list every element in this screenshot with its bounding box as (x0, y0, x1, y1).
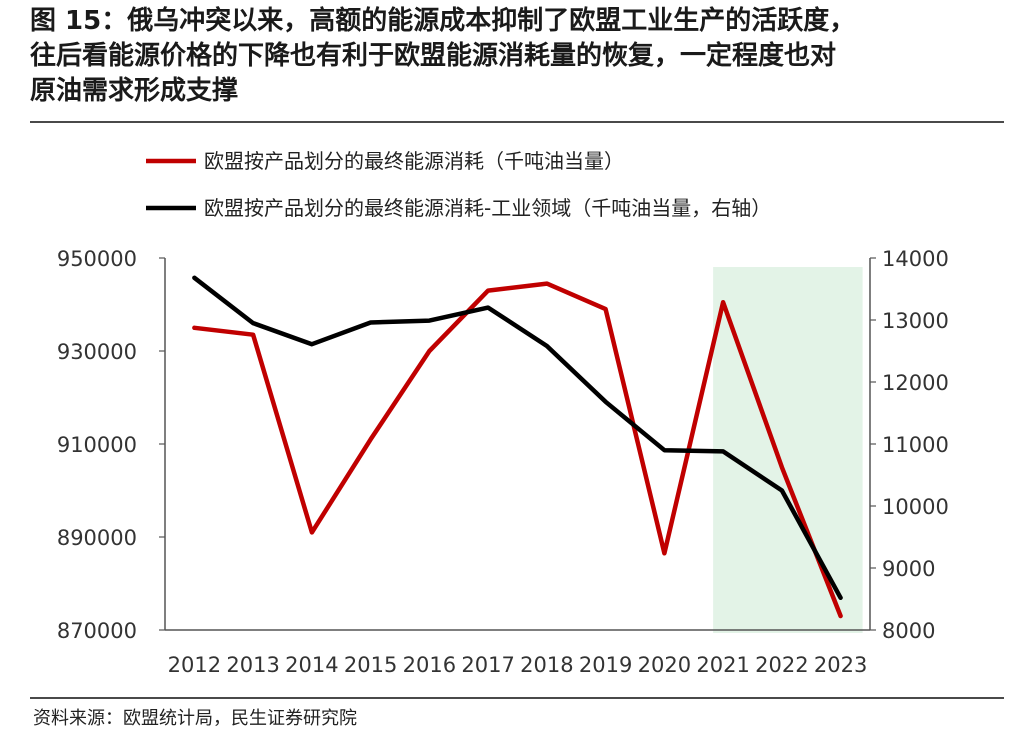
x-tick-label: 2022 (755, 653, 808, 677)
legend-label-industry: 欧盟按产品划分的最终能源消耗-工业领域（千吨油当量，右轴） (204, 196, 771, 220)
series-line-total (192, 281, 843, 619)
y-right-tick-label: 10000 (882, 495, 949, 519)
y-right-tick-label: 13000 (882, 309, 949, 333)
chart-title: 图 15：俄乌冲突以来，高额的能源成本抑制了欧盟工业生产的活跃度， 往后看能源价… (30, 4, 1020, 109)
x-tick-label: 2016 (403, 653, 456, 677)
title-line-3: 原油需求形成支撑 (30, 76, 239, 106)
x-tick-label: 2017 (461, 653, 514, 677)
x-tick-label: 2020 (638, 653, 691, 677)
y-right-tick-label: 8000 (882, 619, 935, 643)
y-right-tick-label: 14000 (882, 247, 949, 271)
y-left-tick-label: 950000 (57, 247, 137, 271)
x-tick-label: 2019 (579, 653, 632, 677)
y-right-tick-label: 12000 (882, 371, 949, 395)
y-right-tick-label: 11000 (882, 433, 949, 457)
legend-label-total: 欧盟按产品划分的最终能源消耗（千吨油当量） (204, 149, 624, 173)
y-right-tick-label: 9000 (882, 557, 935, 581)
x-tick-label: 2023 (814, 653, 867, 677)
x-tick-label: 2013 (226, 653, 279, 677)
source-divider (30, 697, 1004, 699)
title-divider (30, 121, 1004, 123)
x-tick-label: 2021 (696, 653, 749, 677)
x-tick-label: 2015 (344, 653, 397, 677)
series-line-industry (192, 275, 843, 601)
y-left-tick-label: 910000 (57, 433, 137, 457)
x-tick-label: 2014 (285, 653, 338, 677)
y-left-tick-label: 930000 (57, 340, 137, 364)
y-left-tick-label: 870000 (57, 619, 137, 643)
title-line-2: 往后看能源价格的下降也有利于欧盟能源消耗量的恢复，一定程度也对 (30, 41, 837, 71)
source-note: 资料来源：欧盟统计局，民生证券研究院 (33, 708, 357, 729)
x-tick-label: 2018 (520, 653, 573, 677)
title-line-1: 图 15：俄乌冲突以来，高额的能源成本抑制了欧盟工业生产的活跃度， (30, 6, 856, 36)
x-tick-label: 2012 (168, 653, 221, 677)
y-left-tick-label: 890000 (57, 526, 137, 550)
highlight-band (713, 267, 863, 633)
